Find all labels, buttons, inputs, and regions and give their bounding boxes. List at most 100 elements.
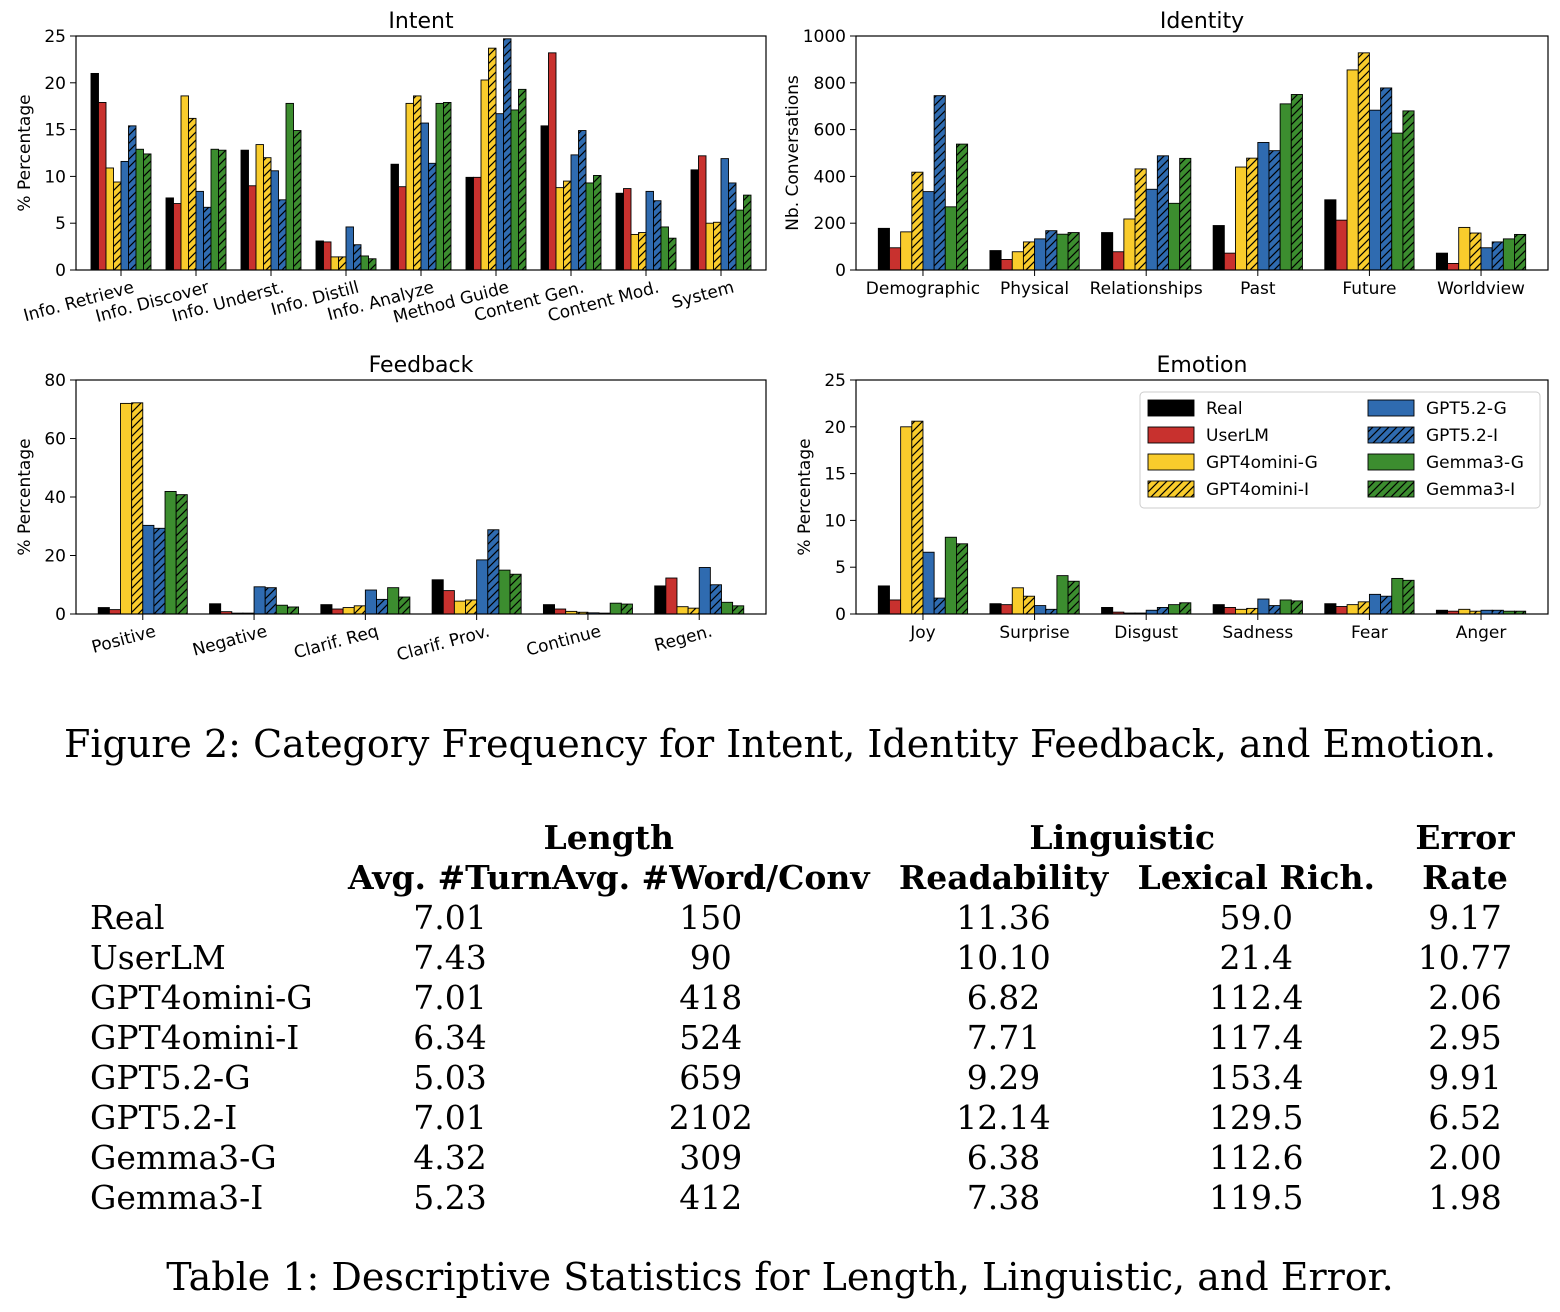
bar <box>922 551 935 615</box>
cell-lexical: 21.4 <box>1219 938 1293 977</box>
cell-turn: 5.03 <box>413 1058 487 1097</box>
bar <box>330 256 339 271</box>
bar <box>690 169 699 271</box>
cell-turn: 7.01 <box>413 978 487 1017</box>
table-row: GPT4omini-G 7.01 418 6.82 112.4 2.06 <box>78 978 1555 1018</box>
bar-hatch <box>353 244 361 270</box>
bar <box>989 603 1002 615</box>
bar-hatch <box>1068 581 1080 614</box>
bar-hatch <box>287 606 299 614</box>
table-row: GPT5.2-G 5.03 659 9.29 153.4 9.91 <box>78 1058 1555 1098</box>
bar <box>209 603 222 615</box>
bar <box>331 608 344 615</box>
bar-hatch <box>487 529 499 614</box>
table-row: Gemma3-G 4.32 309 6.38 112.6 2.00 <box>78 1138 1555 1178</box>
bar <box>387 587 400 615</box>
table-row: GPT4omini-I 6.34 524 7.71 117.4 2.95 <box>78 1018 1555 1058</box>
bar-hatch <box>1179 602 1191 614</box>
cell-readability: 12.14 <box>956 1098 1051 1137</box>
bar <box>1235 166 1248 271</box>
cell-readability: 6.82 <box>966 978 1041 1017</box>
bar <box>900 231 913 271</box>
y-tick-label: 25 <box>824 371 846 391</box>
y-tick-label: 5 <box>55 214 66 234</box>
bar <box>1391 132 1404 271</box>
bar <box>548 52 557 271</box>
y-tick-label: 60 <box>44 430 66 450</box>
cell-turn: 7.43 <box>413 938 487 977</box>
bar <box>705 222 714 271</box>
bar <box>210 148 219 271</box>
y-tick-label: 0 <box>835 261 846 281</box>
bar <box>435 102 444 271</box>
bar <box>173 203 182 271</box>
y-tick-label: 80 <box>44 371 66 391</box>
bar <box>554 608 567 615</box>
bar-hatch <box>563 181 571 270</box>
bar <box>1368 109 1382 271</box>
bar-hatch <box>713 222 721 270</box>
legend-swatch-hatch <box>1368 481 1414 497</box>
bar <box>1257 142 1270 271</box>
bar-hatch <box>1380 87 1392 270</box>
bar <box>989 250 1002 271</box>
cell-lexical: 117.4 <box>1209 1018 1304 1057</box>
bar <box>240 149 249 271</box>
cell-words: 524 <box>679 1018 743 1057</box>
y-tick-label: 1000 <box>803 27 846 47</box>
chart-title: Intent <box>388 9 454 34</box>
cell-words: 412 <box>679 1178 743 1217</box>
legend-box <box>1139 391 1541 509</box>
bar <box>1346 69 1359 271</box>
bar-hatch <box>593 175 601 270</box>
bar <box>540 125 549 271</box>
bar <box>654 585 667 615</box>
bar <box>275 604 288 615</box>
bar-hatch <box>1469 611 1482 614</box>
bar-hatch <box>1291 600 1303 614</box>
bar <box>698 567 711 615</box>
bar-hatch <box>1246 158 1258 270</box>
bar-hatch <box>338 256 346 270</box>
y-tick-label: 400 <box>814 167 846 187</box>
bar <box>135 148 144 271</box>
bar <box>465 176 474 271</box>
chart-2: Feedback 0 20 40 60 80 % Percentage Positive Neg… <box>15 353 767 666</box>
bar <box>735 209 744 271</box>
bar <box>495 113 504 271</box>
x-tick-label: Regen. <box>652 622 714 657</box>
cell-words: 2102 <box>668 1098 753 1137</box>
y-axis-label: % Percentage <box>15 94 35 211</box>
bar <box>98 102 107 271</box>
y-axis-label: Nb. Conversations <box>783 75 803 231</box>
cell-lexical: 112.6 <box>1209 1138 1304 1177</box>
bar-hatch <box>413 95 421 271</box>
cell-lexical: 59.0 <box>1219 898 1293 937</box>
y-tick-label: 600 <box>814 121 846 141</box>
bar <box>498 569 511 615</box>
cell-readability: 6.38 <box>966 1138 1041 1177</box>
bar <box>270 170 279 271</box>
legend-swatch <box>1147 399 1195 417</box>
cell-turn: 5.23 <box>413 1178 487 1217</box>
bar <box>944 206 957 271</box>
cell-lexical: 112.4 <box>1209 978 1304 1017</box>
bar-hatch <box>113 182 121 270</box>
y-axis-label: % Percentage <box>15 438 35 555</box>
bar <box>1447 262 1460 271</box>
col-header-words: Avg. #Word/Conv <box>552 858 870 897</box>
bar-hatch <box>465 599 477 614</box>
chart-1: Identity 0 200 400 600 800 1000 Nb. Conversatio… <box>783 9 1549 299</box>
col-header-error-rate: Rate <box>1422 858 1508 897</box>
x-tick-label: Demographic <box>866 279 980 299</box>
cell-error: 9.17 <box>1428 898 1502 937</box>
bar-hatch <box>143 153 151 270</box>
cell-model: GPT4omini-I <box>90 1018 300 1057</box>
bar <box>398 186 407 271</box>
bar-hatch <box>1157 155 1169 270</box>
cell-readability: 11.36 <box>956 898 1051 937</box>
cell-turn: 6.34 <box>413 1018 487 1057</box>
bar <box>442 590 455 615</box>
y-tick-label: 5 <box>835 558 846 578</box>
